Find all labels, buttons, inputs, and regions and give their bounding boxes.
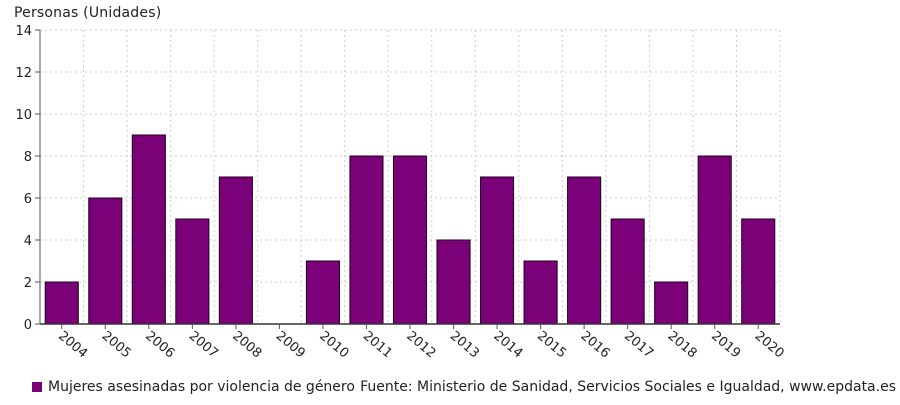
x-tick-label: 2008 [229, 329, 264, 362]
x-tick-label: 2006 [142, 329, 177, 362]
x-tick-label: 2015 [534, 329, 569, 362]
bar-2013 [436, 239, 471, 325]
axes [35, 29, 780, 329]
x-tick-label: 2017 [621, 329, 656, 362]
x-tick-label: 2004 [55, 329, 90, 362]
y-tick-label: 2 [24, 276, 32, 291]
bars [44, 134, 776, 325]
bar-2020 [741, 218, 776, 325]
x-tick-label: 2012 [403, 329, 438, 362]
source-note: Fuente: Ministerio de Sanidad, Servicios… [360, 379, 896, 395]
legend: Mujeres asesinadas por violencia de géne… [32, 379, 355, 395]
bar-2010 [305, 260, 340, 325]
legend-swatch [32, 382, 42, 392]
bar-2005 [88, 197, 123, 325]
bar-2004 [44, 281, 79, 325]
x-tick-label: 2005 [99, 329, 134, 362]
bar-2017 [610, 218, 645, 325]
x-tick-label: 2007 [186, 329, 221, 362]
bar-2014 [480, 176, 515, 325]
grid-lines [40, 29, 781, 324]
bar-2011 [349, 155, 384, 325]
y-tick-label: 10 [15, 108, 32, 123]
bar-2007 [175, 218, 210, 325]
legend-label: Mujeres asesinadas por violencia de géne… [48, 379, 355, 395]
x-tick-label: 2009 [273, 329, 308, 362]
x-tick-label: 2014 [490, 329, 525, 362]
y-tick-label: 12 [15, 66, 32, 81]
y-tick-label: 8 [24, 150, 32, 165]
bar-2018 [654, 281, 689, 325]
bar-2015 [523, 260, 558, 325]
x-tick-label: 2013 [447, 329, 482, 362]
x-tick-label: 2020 [752, 329, 787, 362]
x-tick-label: 2010 [316, 329, 351, 362]
y-axis-title: Personas (Unidades) [14, 5, 162, 21]
x-tick-label: 2018 [665, 329, 700, 362]
x-tick-label: 2016 [578, 329, 613, 362]
bar-2006 [131, 134, 166, 325]
bar-2008 [218, 176, 253, 325]
y-tick-labels: 0 2 4 6 8 10 12 14 [15, 24, 32, 333]
y-tick-label: 6 [24, 192, 32, 207]
x-tick-labels: 2004 2005 2006 2007 2008 2009 2010 2011 2012 2013… [55, 329, 786, 362]
x-tick-label: 2019 [708, 329, 743, 362]
bar-2019 [697, 155, 732, 325]
bar-2012 [392, 155, 428, 325]
bar-2016 [567, 176, 602, 325]
y-tick-label: 0 [24, 318, 32, 333]
x-tick-label: 2011 [360, 329, 395, 362]
y-tick-label: 4 [24, 234, 32, 249]
y-tick-label: 14 [15, 24, 32, 39]
